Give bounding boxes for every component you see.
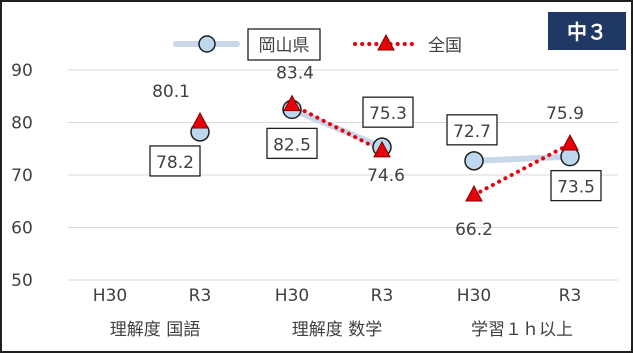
legend-okayama-label-box: [247, 28, 321, 61]
series-layer: [190, 94, 580, 202]
badge-box: [548, 12, 626, 50]
data-labels: 78.2 82.5 75.3 72.7 73.5 80.1 83.4 74.6 66.2 75.9: [149, 64, 602, 240]
x-tick-label-1: R3: [189, 286, 212, 306]
legend-national-marker: [377, 33, 395, 51]
badge: 中３: [548, 12, 626, 50]
x-axis-ticks: H30 R3 H30 R3 H30 R3 理解度 国語 理解度 数学 学習１ｈ以上: [93, 286, 582, 340]
okayama-label-box-1: [149, 145, 201, 177]
y-tick-label-60: 60: [11, 219, 33, 239]
legend-national-label: 全国: [428, 36, 462, 56]
national-point-3: [373, 140, 391, 158]
okayama-label-box-3: [362, 96, 414, 128]
okayama-point-4: [464, 151, 484, 171]
okayama-label-box-5: [550, 169, 602, 202]
legend-okayama-marker: [198, 35, 216, 53]
group-label-1: 理解度 数学: [292, 320, 382, 340]
national-label-2: 83.4: [276, 64, 314, 84]
x-tick-label-3: R3: [371, 286, 394, 306]
national-label-5: 75.9: [546, 104, 584, 124]
national-point-1: [191, 111, 209, 129]
group-label-2: 学習１ｈ以上: [471, 320, 573, 340]
y-tick-label-70: 70: [11, 166, 33, 186]
y-tick-label-90: 90: [11, 61, 33, 81]
x-tick-label-4: H30: [457, 286, 491, 306]
national-line-segment-1: [290, 102, 384, 153]
national-label-3: 74.6: [367, 166, 405, 186]
y-axis-ticks: 50 60 70 80 90: [11, 61, 33, 291]
badge-text: 中３: [567, 20, 607, 44]
legend-okayama-label: 岡山県: [259, 36, 310, 56]
national-label-1: 80.1: [152, 82, 190, 102]
x-tick-label-2: H30: [275, 286, 309, 306]
okayama-label-1: 78.2: [156, 153, 194, 173]
x-tick-label-5: R3: [559, 286, 582, 306]
national-point-5: [561, 133, 579, 151]
group-label-0: 理解度 国語: [110, 320, 200, 340]
okayama-label-box-2: [266, 127, 318, 160]
x-tick-label-0: H30: [93, 286, 127, 306]
legend: 岡山県 全国: [173, 28, 462, 61]
national-line-segment-2: [472, 142, 572, 197]
okayama-label-5: 73.5: [557, 178, 595, 198]
okayama-label-box-4: [446, 114, 498, 146]
okayama-line-segment-2: [471, 153, 573, 164]
okayama-label-4: 72.7: [453, 122, 491, 142]
okayama-label-3: 75.3: [369, 104, 407, 124]
national-point-2: [283, 94, 301, 112]
y-tick-label-80: 80: [11, 114, 33, 134]
y-tick-label-50: 50: [11, 271, 33, 291]
okayama-label-2: 82.5: [273, 135, 311, 155]
national-label-4: 66.2: [455, 220, 493, 240]
national-point-4: [465, 184, 483, 202]
